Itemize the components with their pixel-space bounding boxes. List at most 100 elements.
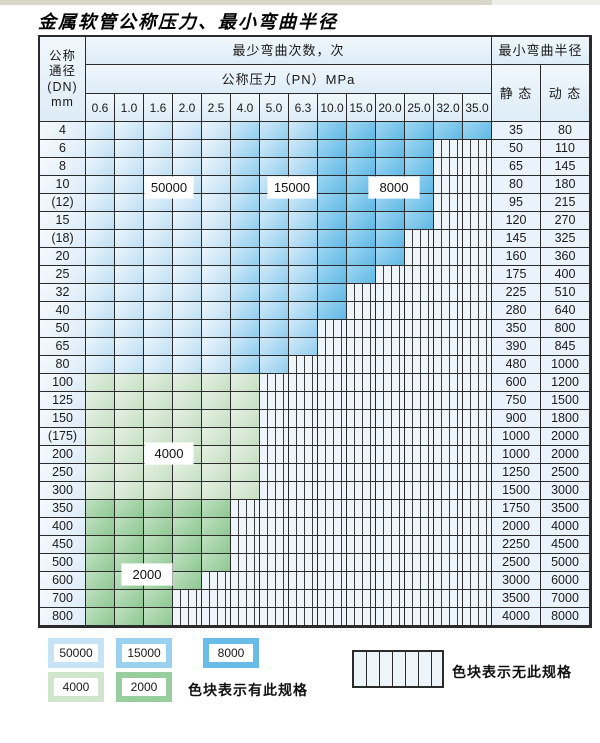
cell-no-spec xyxy=(463,284,492,302)
cell-no-spec xyxy=(289,428,318,446)
pressure-col-2.5: 2.5 xyxy=(202,94,231,122)
cell-has-spec xyxy=(115,374,144,392)
cell-no-spec xyxy=(434,572,463,590)
legend-label-2000: 2000 xyxy=(130,680,158,694)
cell-has-spec xyxy=(289,230,318,248)
cell-has-spec xyxy=(144,212,173,230)
cell-no-spec xyxy=(260,374,289,392)
cell-has-spec xyxy=(86,356,115,374)
cell-no-spec xyxy=(463,500,492,518)
cell-has-spec xyxy=(115,518,144,536)
cell-no-spec xyxy=(260,572,289,590)
legend-label-8000: 8000 xyxy=(217,646,245,660)
cell-no-spec xyxy=(376,302,405,320)
cell-has-spec xyxy=(115,536,144,554)
cell-no-spec xyxy=(318,590,347,608)
cell-no-spec xyxy=(434,410,463,428)
cell-has-spec xyxy=(202,266,231,284)
cell-has-spec xyxy=(86,518,115,536)
cell-no-spec xyxy=(318,536,347,554)
cell-no-spec xyxy=(318,410,347,428)
cell-no-spec xyxy=(347,374,376,392)
cell-has-spec xyxy=(260,320,289,338)
cell-has-spec xyxy=(231,446,260,464)
cell-has-spec xyxy=(202,212,231,230)
cell-has-spec xyxy=(318,158,347,176)
cell-has-spec xyxy=(376,122,405,140)
pressure-col-1.6: 1.6 xyxy=(144,94,173,122)
cell-has-spec xyxy=(463,122,492,140)
cell-no-spec xyxy=(376,320,405,338)
cell-has-spec xyxy=(144,590,173,608)
cell-has-spec xyxy=(115,248,144,266)
dynamic-value: 845 xyxy=(541,338,590,356)
cell-has-spec xyxy=(115,284,144,302)
dn-label: 50 xyxy=(40,320,86,338)
cell-has-spec xyxy=(86,410,115,428)
cell-has-spec xyxy=(202,338,231,356)
cell-has-spec xyxy=(86,122,115,140)
cell-no-spec xyxy=(434,194,463,212)
cell-has-spec xyxy=(86,446,115,464)
cell-no-spec xyxy=(405,392,434,410)
cell-no-spec xyxy=(434,158,463,176)
cell-no-spec xyxy=(405,608,434,626)
cell-has-spec xyxy=(260,212,289,230)
cell-has-spec xyxy=(405,122,434,140)
cell-has-spec xyxy=(115,590,144,608)
cell-has-spec xyxy=(231,248,260,266)
static-value: 225 xyxy=(492,284,541,302)
cell-has-spec xyxy=(115,410,144,428)
cell-no-spec xyxy=(289,590,318,608)
cell-no-spec xyxy=(376,500,405,518)
cell-no-spec xyxy=(463,266,492,284)
cell-no-spec xyxy=(434,212,463,230)
spec-table-grid: 公称 通径 (DN) mm 最少弯曲次数，次 最小弯曲半径 公称压力（PN）MPa 静 态动 … xyxy=(38,35,592,628)
cell-has-spec xyxy=(202,374,231,392)
cell-has-spec xyxy=(144,482,173,500)
cell-has-spec xyxy=(202,518,231,536)
cell-has-spec xyxy=(144,500,173,518)
cell-has-spec xyxy=(289,338,318,356)
cell-has-spec xyxy=(144,140,173,158)
cell-has-spec xyxy=(115,194,144,212)
dn-label: (18) xyxy=(40,230,86,248)
cell-has-spec xyxy=(115,320,144,338)
cell-has-spec xyxy=(173,554,202,572)
legend-box-15000: 15000 xyxy=(116,638,172,668)
dn-label: 6 xyxy=(40,140,86,158)
cell-no-spec xyxy=(318,518,347,536)
static-value: 120 xyxy=(492,212,541,230)
cell-has-spec xyxy=(144,338,173,356)
cell-no-spec xyxy=(231,500,260,518)
legend-hatch-sample xyxy=(352,650,444,688)
dynamic-value: 5000 xyxy=(541,554,590,572)
cell-has-spec xyxy=(318,230,347,248)
cell-no-spec xyxy=(318,320,347,338)
cell-no-spec xyxy=(405,230,434,248)
cell-has-spec xyxy=(173,158,202,176)
cell-has-spec xyxy=(173,464,202,482)
cell-no-spec xyxy=(434,392,463,410)
cell-has-spec xyxy=(231,194,260,212)
dn-label: 800 xyxy=(40,608,86,626)
cell-has-spec xyxy=(260,284,289,302)
cell-has-spec xyxy=(86,428,115,446)
cell-no-spec xyxy=(289,464,318,482)
cell-has-spec xyxy=(260,266,289,284)
cell-no-spec xyxy=(463,356,492,374)
static-value: 3500 xyxy=(492,590,541,608)
cell-no-spec xyxy=(289,374,318,392)
cell-has-spec xyxy=(115,356,144,374)
cell-no-spec xyxy=(376,590,405,608)
dynamic-value: 1000 xyxy=(541,356,590,374)
cell-has-spec xyxy=(173,482,202,500)
static-value: 4000 xyxy=(492,608,541,626)
static-value: 175 xyxy=(492,266,541,284)
dn-label: (175) xyxy=(40,428,86,446)
static-value: 3000 xyxy=(492,572,541,590)
cell-has-spec xyxy=(86,482,115,500)
cell-no-spec xyxy=(376,518,405,536)
dn-label: 80 xyxy=(40,356,86,374)
cell-has-spec xyxy=(115,230,144,248)
